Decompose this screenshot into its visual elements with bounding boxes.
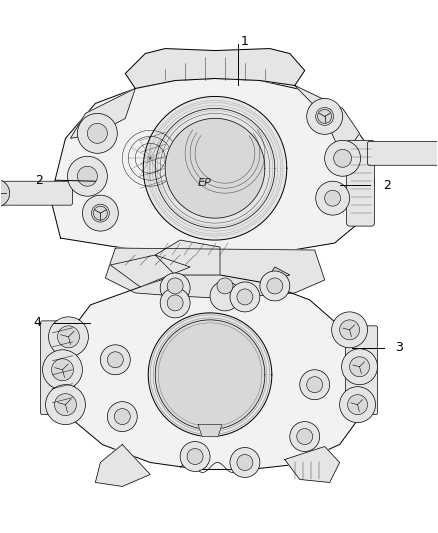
Circle shape bbox=[0, 179, 10, 207]
Circle shape bbox=[350, 357, 370, 377]
Circle shape bbox=[46, 385, 85, 425]
Polygon shape bbox=[155, 240, 220, 275]
FancyBboxPatch shape bbox=[346, 326, 378, 415]
Polygon shape bbox=[143, 96, 287, 240]
Polygon shape bbox=[50, 78, 374, 256]
Circle shape bbox=[114, 409, 130, 425]
Circle shape bbox=[57, 326, 79, 348]
FancyBboxPatch shape bbox=[41, 321, 74, 415]
Text: EP: EP bbox=[198, 178, 212, 188]
Circle shape bbox=[325, 190, 341, 206]
Circle shape bbox=[316, 108, 334, 125]
Circle shape bbox=[307, 377, 323, 393]
Polygon shape bbox=[125, 49, 305, 88]
Circle shape bbox=[100, 345, 130, 375]
Polygon shape bbox=[295, 85, 360, 158]
Circle shape bbox=[167, 278, 183, 294]
Polygon shape bbox=[110, 255, 190, 287]
Circle shape bbox=[325, 140, 360, 176]
FancyBboxPatch shape bbox=[367, 141, 438, 165]
Polygon shape bbox=[106, 248, 325, 298]
Circle shape bbox=[67, 156, 107, 196]
Polygon shape bbox=[265, 267, 290, 283]
Polygon shape bbox=[71, 88, 135, 139]
Circle shape bbox=[217, 278, 233, 294]
FancyBboxPatch shape bbox=[346, 140, 374, 226]
Circle shape bbox=[339, 320, 360, 340]
Text: 4: 4 bbox=[34, 317, 42, 329]
Circle shape bbox=[92, 204, 110, 222]
Circle shape bbox=[78, 166, 97, 186]
Circle shape bbox=[260, 271, 290, 301]
Circle shape bbox=[78, 114, 117, 154]
Circle shape bbox=[307, 99, 343, 134]
Text: 2: 2 bbox=[35, 174, 42, 187]
Circle shape bbox=[82, 195, 118, 231]
Polygon shape bbox=[56, 275, 364, 470]
Circle shape bbox=[42, 350, 82, 390]
Polygon shape bbox=[155, 320, 265, 430]
Circle shape bbox=[180, 441, 210, 472]
Circle shape bbox=[49, 317, 88, 357]
Circle shape bbox=[107, 402, 137, 432]
Polygon shape bbox=[148, 313, 272, 437]
Circle shape bbox=[237, 455, 253, 471]
Circle shape bbox=[52, 359, 74, 381]
Circle shape bbox=[300, 370, 330, 400]
Circle shape bbox=[107, 352, 124, 368]
Circle shape bbox=[332, 312, 367, 348]
FancyBboxPatch shape bbox=[0, 181, 72, 205]
Polygon shape bbox=[285, 447, 339, 482]
Circle shape bbox=[267, 278, 283, 294]
Text: 3: 3 bbox=[396, 341, 403, 354]
Circle shape bbox=[230, 282, 260, 312]
Circle shape bbox=[348, 394, 367, 415]
Text: 2: 2 bbox=[384, 179, 392, 192]
Polygon shape bbox=[95, 445, 150, 487]
Polygon shape bbox=[165, 118, 265, 218]
Circle shape bbox=[342, 349, 378, 385]
Circle shape bbox=[160, 273, 190, 303]
Circle shape bbox=[210, 281, 240, 311]
Circle shape bbox=[339, 386, 375, 423]
Circle shape bbox=[167, 295, 183, 311]
Circle shape bbox=[297, 429, 313, 445]
Circle shape bbox=[237, 289, 253, 305]
Text: 1: 1 bbox=[241, 35, 249, 48]
Circle shape bbox=[230, 448, 260, 478]
Circle shape bbox=[88, 123, 107, 143]
Circle shape bbox=[54, 394, 77, 416]
Circle shape bbox=[187, 449, 203, 464]
Circle shape bbox=[160, 288, 190, 318]
Circle shape bbox=[290, 422, 320, 451]
Circle shape bbox=[334, 149, 352, 167]
Circle shape bbox=[316, 181, 350, 215]
Polygon shape bbox=[198, 425, 222, 437]
